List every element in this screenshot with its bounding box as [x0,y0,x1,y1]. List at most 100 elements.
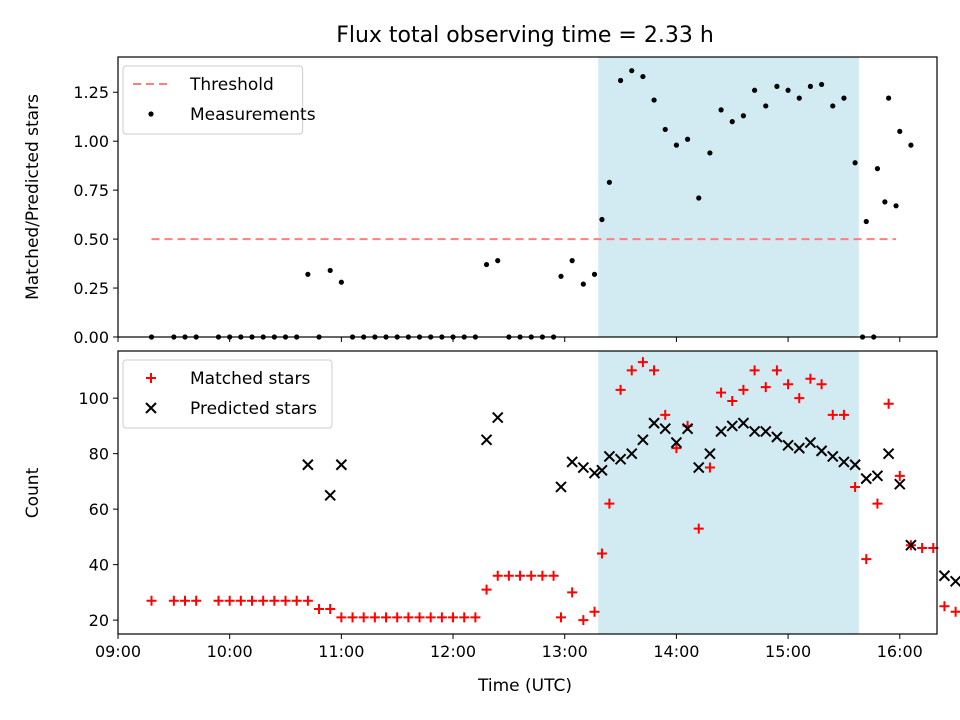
matched-point [794,393,805,404]
x-tick-label: 14:00 [653,642,699,661]
measurement-point [830,103,836,109]
measurement-point [882,199,888,205]
legend-label: Threshold [189,75,274,95]
predicted-point [882,447,895,460]
plot-frame [117,350,938,635]
measurement-point [729,119,735,125]
predicted-point [670,436,683,449]
matched-point [414,612,425,623]
matched-point [749,365,760,376]
legend-label: Measurements [190,105,316,125]
measurement-point [483,261,490,268]
matched-point [548,570,559,581]
measurement-point [580,281,586,287]
matched-point [358,612,369,623]
predicted-point [492,411,504,424]
predicted-point [324,489,336,501]
measurement-point [606,179,613,185]
matched-point [939,601,950,612]
chart-title: Flux total observing time = 2.33 h [336,23,714,48]
matched-point [325,604,336,615]
matched-point [589,606,600,617]
matched-point [872,498,883,509]
matched-point [247,595,258,606]
matched-point [180,595,191,606]
y-tick-label: 1.25 [73,83,109,102]
predicted-point [871,470,884,482]
y-axis-label: Matched/Predicted stars [23,94,43,300]
matched-point [503,570,514,581]
matched-point [537,570,548,581]
matched-point [805,373,816,384]
measurement-point [807,83,814,89]
predicted-point [849,459,861,471]
matched-point [838,409,849,420]
measurement-point [696,195,702,201]
matched-point [615,384,626,395]
predicted-point [614,453,627,465]
predicted-point [588,467,601,479]
measurement-point [796,95,802,101]
predicted-point [737,417,750,429]
matched-point [827,409,838,420]
measurement-point [841,95,847,101]
measurement-point [718,107,724,113]
measurement-point [818,81,825,88]
predicted-point [748,425,761,438]
measurement-point [707,150,713,156]
matched-point [280,595,291,606]
predicted-point [626,447,638,460]
matched-point [168,595,179,606]
predicted-point [555,481,567,493]
x-tick-label: 16:00 [877,642,923,661]
matched-point [649,365,660,376]
legend-measurement-swatch [148,111,154,117]
predicted-point [659,422,671,435]
matched-point [302,595,313,606]
legend-label: Matched stars [190,369,310,389]
measurement-point [763,103,769,109]
matched-point [213,595,224,606]
predicted-point [637,434,649,446]
matched-point [716,387,727,398]
matched-point [596,548,607,559]
legend-predicted-swatch [145,402,157,414]
plot-frame [117,56,938,338]
predicted-point [838,456,850,468]
matched-point [470,612,481,623]
matched-point [291,595,302,606]
matched-point [392,612,403,623]
predicted-point [681,422,694,435]
legend-box [122,359,333,429]
measurement-point [495,258,501,264]
bottom-panel: 09:00 10:00 11:00 12:00 13:00 14:00 15:00 16:00… [23,350,960,661]
observing-window [598,57,859,337]
matched-point [850,481,861,492]
measurement-point [897,128,903,135]
predicted-point [815,445,828,457]
matched-point [604,498,615,509]
measurement-point [617,77,624,84]
measurement-point [893,203,899,209]
matched-point [448,612,459,623]
predicted-point [566,456,578,468]
matched-point [578,615,589,626]
measurement-point [908,142,914,148]
predicted-point [596,464,608,477]
matched-point [917,542,928,553]
y-tick-label: 20 [89,611,109,630]
measurement-point [662,126,668,133]
matched-point [515,570,526,581]
matched-point [459,612,470,623]
legend-matched-swatch [146,373,156,383]
matched-point [637,357,648,368]
predicted-point [603,450,616,463]
measurement-point [651,97,657,103]
measurement-point [751,87,758,93]
x-tick-label: 09:00 [95,642,141,661]
predicted-point [335,459,348,471]
measurement-point [591,271,598,277]
measurement-point [640,73,646,80]
matched-point [861,554,872,565]
